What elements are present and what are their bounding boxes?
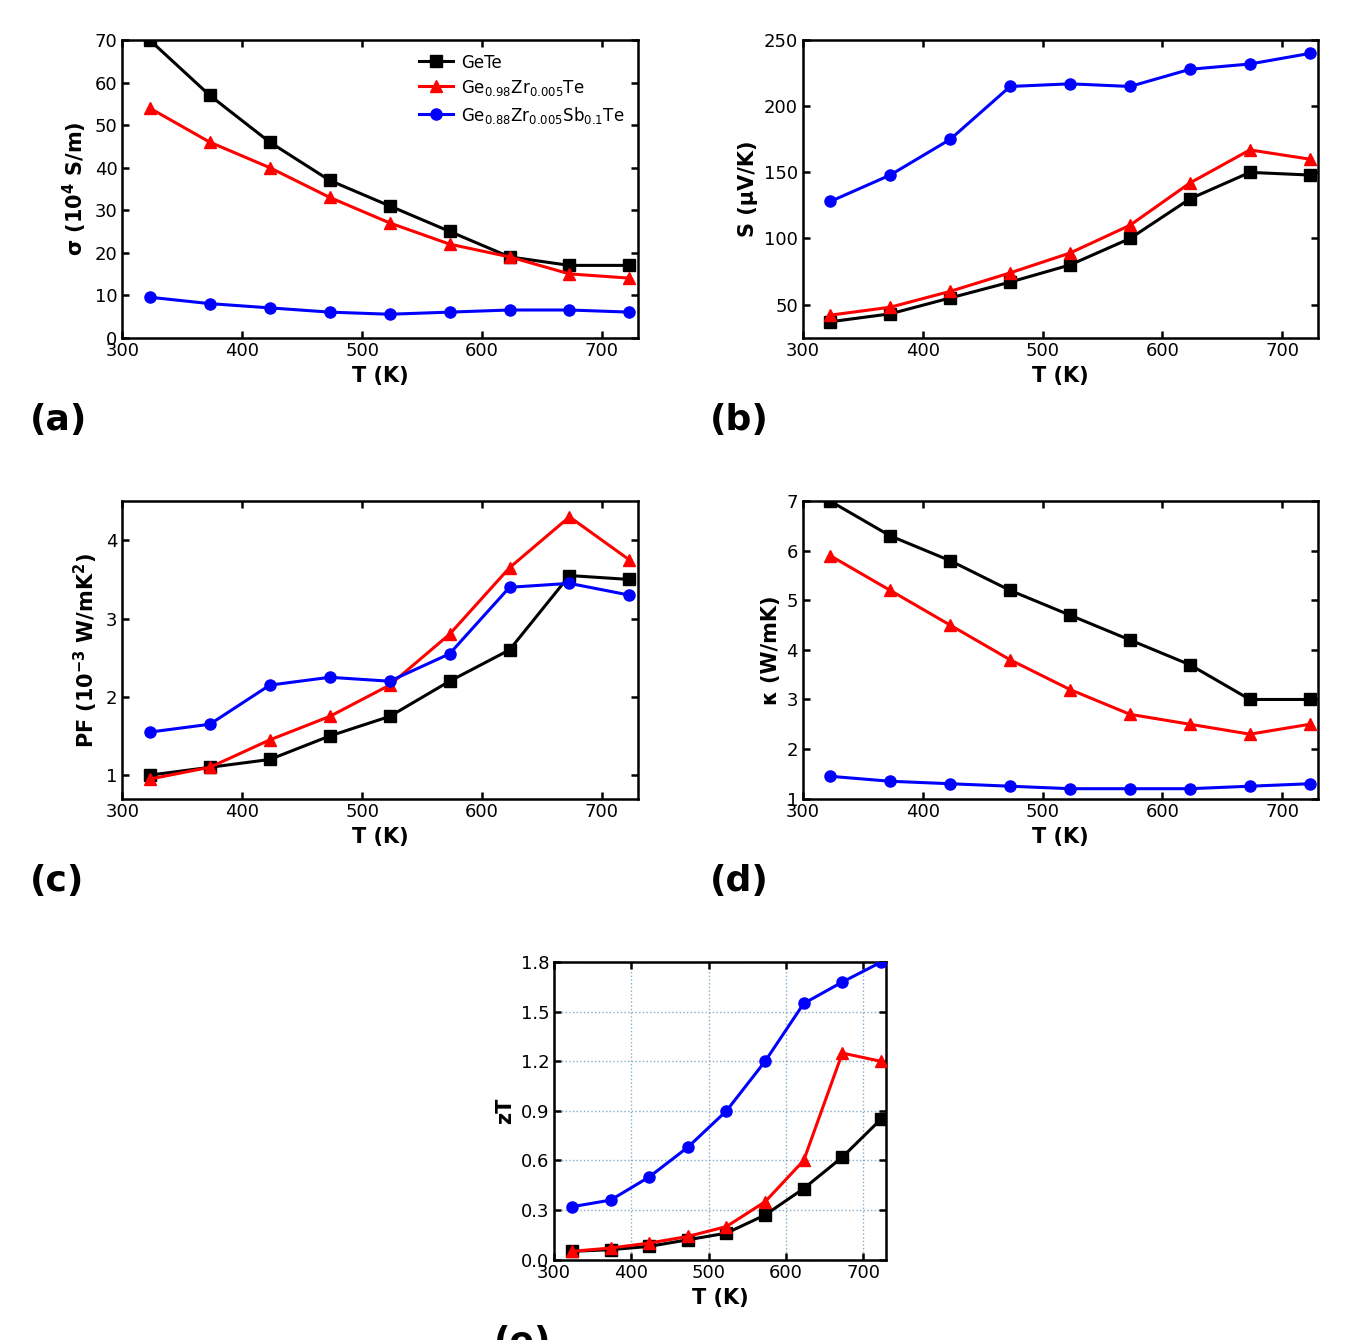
GeTe <box>262 134 279 150</box>
GeTe <box>141 32 158 48</box>
Line: $\mathregular{Ge_{0.98}Zr_{0.005}Te}$: $\mathregular{Ge_{0.98}Zr_{0.005}Te}$ <box>144 103 635 284</box>
$\mathregular{Ge_{0.98}Zr_{0.005}Te}$ <box>561 265 578 281</box>
Y-axis label: S (μV/K): S (μV/K) <box>738 141 758 237</box>
Legend: GeTe, $\mathregular{Ge_{0.98}Zr_{0.005}Te}$, $\mathregular{Ge_{0.88}Zr_{0.005}Sb: GeTe, $\mathregular{Ge_{0.98}Zr_{0.005}T… <box>414 48 629 131</box>
$\mathregular{Ge_{0.98}Zr_{0.005}Te}$ <box>621 271 637 287</box>
Line: GeTe: GeTe <box>144 35 635 271</box>
GeTe <box>561 257 578 273</box>
X-axis label: T (K): T (K) <box>692 1288 749 1308</box>
Y-axis label: zT: zT <box>495 1097 515 1124</box>
GeTe <box>442 224 458 240</box>
GeTe <box>382 198 398 214</box>
Line: $\mathregular{Ge_{0.88}Zr_{0.005}Sb_{0.1}Te}$: $\mathregular{Ge_{0.88}Zr_{0.005}Sb_{0.1… <box>144 292 635 320</box>
$\mathregular{Ge_{0.88}Zr_{0.005}Sb_{0.1}Te}$ <box>262 300 279 316</box>
X-axis label: T (K): T (K) <box>352 827 408 847</box>
GeTe <box>322 173 338 189</box>
$\mathregular{Ge_{0.98}Zr_{0.005}Te}$ <box>442 236 458 252</box>
$\mathregular{Ge_{0.98}Zr_{0.005}Te}$ <box>262 159 279 176</box>
GeTe <box>621 257 637 273</box>
$\mathregular{Ge_{0.88}Zr_{0.005}Sb_{0.1}Te}$ <box>561 302 578 318</box>
Y-axis label: κ (W/mK): κ (W/mK) <box>761 595 781 705</box>
Y-axis label: PF (10$^{-3}$ W/mK$^2$): PF (10$^{-3}$ W/mK$^2$) <box>72 552 101 748</box>
$\mathregular{Ge_{0.98}Zr_{0.005}Te}$ <box>501 249 518 265</box>
$\mathregular{Ge_{0.88}Zr_{0.005}Sb_{0.1}Te}$ <box>621 304 637 320</box>
$\mathregular{Ge_{0.88}Zr_{0.005}Sb_{0.1}Te}$ <box>201 296 217 312</box>
Y-axis label: $\sigma$ (10$^4$ S/m): $\sigma$ (10$^4$ S/m) <box>61 122 90 256</box>
GeTe <box>201 87 217 103</box>
$\mathregular{Ge_{0.98}Zr_{0.005}Te}$ <box>322 189 338 205</box>
Text: (e): (e) <box>495 1325 552 1340</box>
X-axis label: T (K): T (K) <box>352 366 408 386</box>
$\mathregular{Ge_{0.88}Zr_{0.005}Sb_{0.1}Te}$ <box>382 307 398 323</box>
$\mathregular{Ge_{0.88}Zr_{0.005}Sb_{0.1}Te}$ <box>442 304 458 320</box>
Text: (c): (c) <box>30 864 84 898</box>
$\mathregular{Ge_{0.98}Zr_{0.005}Te}$ <box>141 100 158 117</box>
GeTe <box>501 249 518 265</box>
$\mathregular{Ge_{0.88}Zr_{0.005}Sb_{0.1}Te}$ <box>501 302 518 318</box>
Text: (b): (b) <box>709 403 769 437</box>
Text: (a): (a) <box>30 403 87 437</box>
$\mathregular{Ge_{0.98}Zr_{0.005}Te}$ <box>382 214 398 230</box>
Text: (d): (d) <box>709 864 769 898</box>
$\mathregular{Ge_{0.88}Zr_{0.005}Sb_{0.1}Te}$ <box>322 304 338 320</box>
X-axis label: T (K): T (K) <box>1033 366 1089 386</box>
$\mathregular{Ge_{0.98}Zr_{0.005}Te}$ <box>201 134 217 150</box>
X-axis label: T (K): T (K) <box>1033 827 1089 847</box>
$\mathregular{Ge_{0.88}Zr_{0.005}Sb_{0.1}Te}$ <box>141 289 158 306</box>
